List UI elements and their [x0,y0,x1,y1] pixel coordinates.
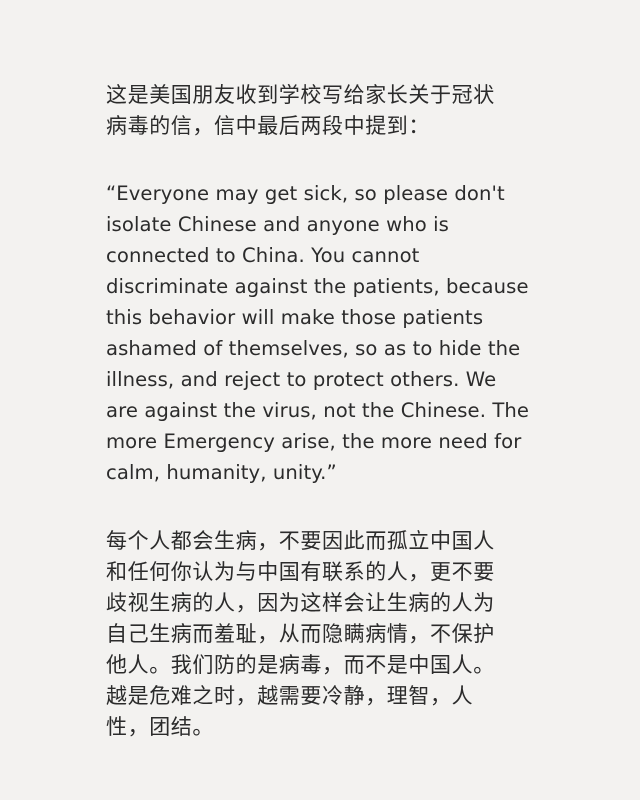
quote-line: discriminate against the patients, becau… [106,275,529,298]
quote-line: calm, humanity, unity.” [106,461,337,484]
intro-line: 病毒的信，信中最后两段中提到： [106,114,430,138]
quote-line: more Emergency arise, the more need for [106,430,522,453]
intro-paragraph: 这是美国朋友收到学校写给家长关于冠状 病毒的信，信中最后两段中提到： [106,80,570,142]
quote-line: “Everyone may get sick, so please don't [106,182,505,205]
quote-line: this behavior will make those patients [106,306,484,329]
translation-line: 越是危难之时，越需要冷静，理智，人 [106,684,474,708]
translation-line: 每个人都会生病，不要因此而孤立中国人 [106,529,495,553]
translation-line: 性，团结。 [106,715,214,739]
translation-line: 他人。我们防的是病毒，而不是中国人。 [106,653,495,677]
translation-line: 歧视生病的人，因为这样会让生病的人为 [106,591,495,615]
quote-line: ashamed of themselves, so as to hide the [106,337,521,360]
translation-line: 自己生病而羞耻，从而隐瞒病情，不保护 [106,622,495,646]
quote-line: are against the virus, not the Chinese. … [106,399,530,422]
quote-line: connected to China. You cannot [106,244,420,267]
intro-line: 这是美国朋友收到学校写给家长关于冠状 [106,83,495,107]
quote-line: isolate Chinese and anyone who is [106,213,449,236]
english-quote-paragraph: “Everyone may get sick, so please don't … [106,178,570,488]
translation-line: 和任何你认为与中国有联系的人，更不要 [106,560,495,584]
quote-line: illness, and reject to protect others. W… [106,368,497,391]
chinese-translation-paragraph: 每个人都会生病，不要因此而孤立中国人 和任何你认为与中国有联系的人，更不要 歧视… [106,526,570,743]
